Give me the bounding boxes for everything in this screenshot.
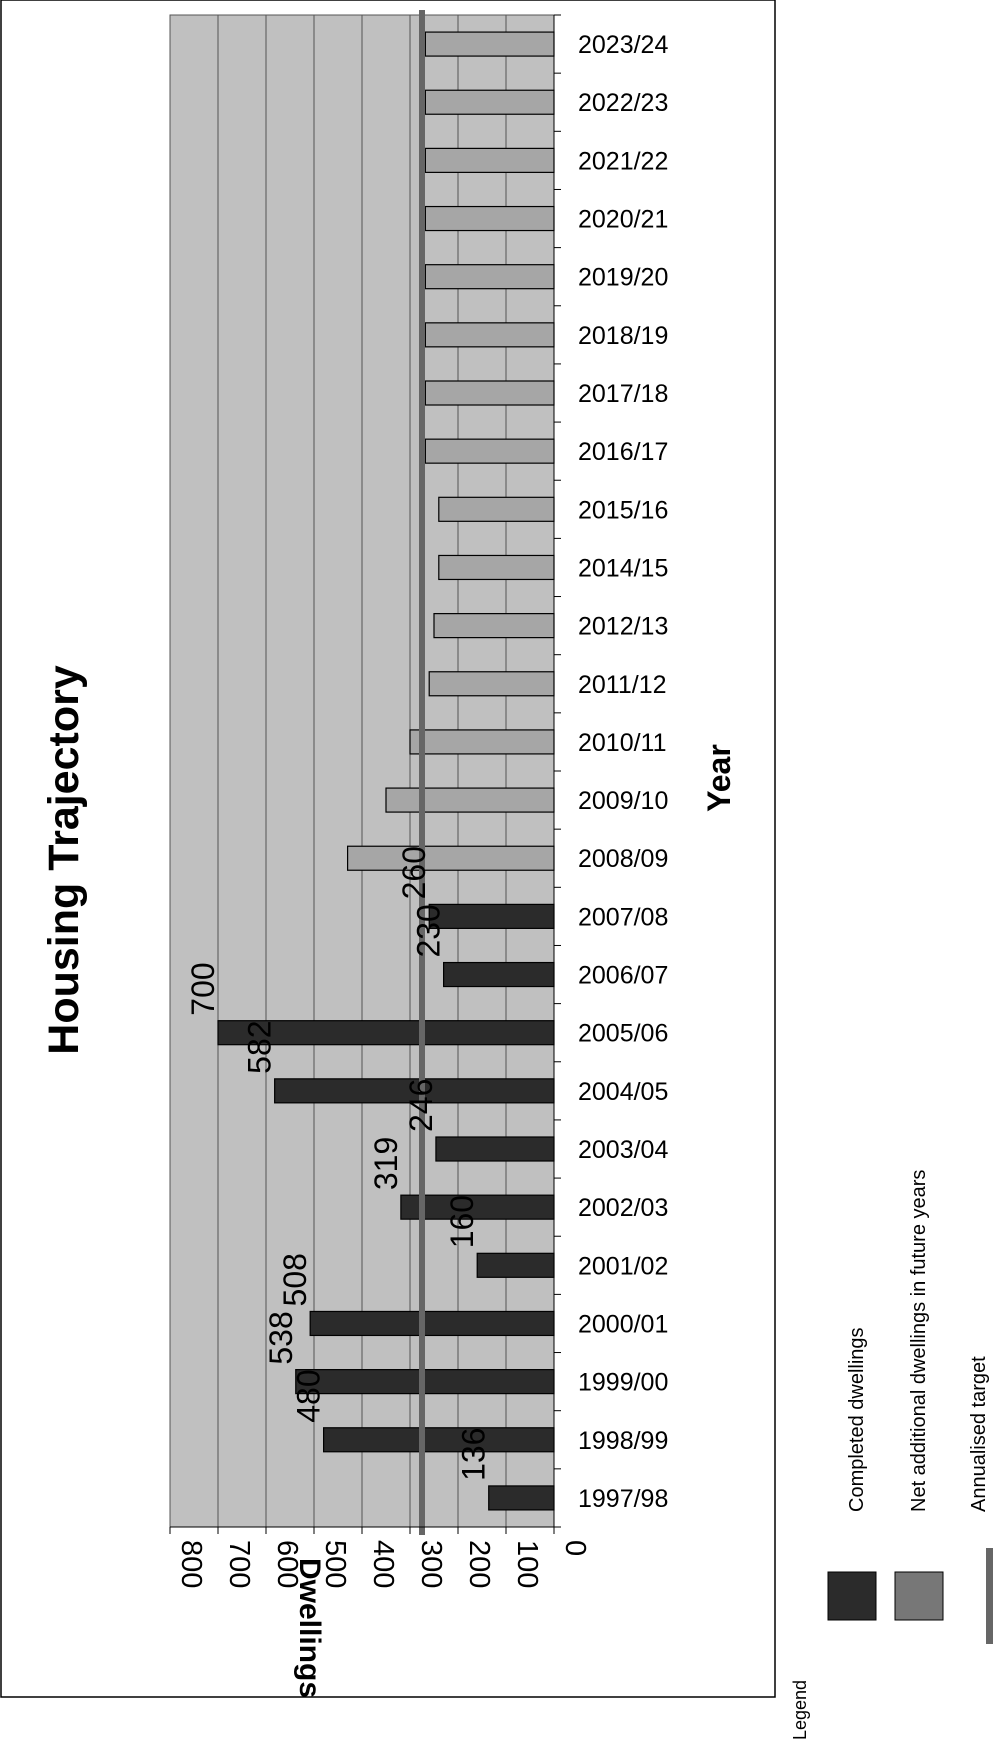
category-tick-label: 2004/05 <box>578 1078 668 1106</box>
data-label: 246 <box>403 1079 439 1132</box>
data-label: 538 <box>263 1311 299 1364</box>
category-tick-label: 2006/07 <box>578 962 668 990</box>
completed-bar <box>400 1194 555 1220</box>
value-tick-label: 600 <box>271 1540 303 1588</box>
value-tick-label: 500 <box>319 1540 351 1588</box>
data-label: 508 <box>277 1253 313 1306</box>
value-tick-label: 400 <box>367 1540 399 1588</box>
chart-title: Housing Trajectory <box>40 665 88 1055</box>
category-tick-label: 2012/13 <box>578 613 668 641</box>
category-tick-label: 2010/11 <box>578 729 667 757</box>
category-tick-labels: 1997/98 1998/99 1999/00 2000/01 2001/02 2002/… <box>578 31 668 1513</box>
future-bar <box>424 322 555 348</box>
category-tick-label: 2022/23 <box>578 89 668 117</box>
completed-bar <box>274 1078 555 1104</box>
category-tick-label: 2003/04 <box>578 1136 668 1164</box>
axes <box>170 15 555 1528</box>
value-tick-label: 0 <box>559 1540 591 1556</box>
category-tick-label: 2021/22 <box>578 147 668 175</box>
data-label: 700 <box>185 962 221 1015</box>
future-bar <box>424 147 555 173</box>
completed-bar <box>428 903 555 929</box>
category-tick-label: 2000/01 <box>578 1310 668 1338</box>
category-tick-label: 2007/08 <box>578 903 668 931</box>
category-tick-label: 1997/98 <box>578 1485 668 1513</box>
value-tick-label: 300 <box>415 1540 447 1588</box>
data-label: 480 <box>291 1369 327 1422</box>
future-bar <box>424 380 555 406</box>
value-tick-label: 200 <box>463 1540 495 1588</box>
data-label: 230 <box>411 904 447 957</box>
category-tick-label: 2011/12 <box>578 671 667 699</box>
completed-bar <box>443 961 555 988</box>
category-tick-label: 2017/18 <box>578 380 668 408</box>
data-label: 136 <box>456 1428 492 1481</box>
category-tick-label: 2020/21 <box>578 206 668 234</box>
category-tick-label: 2005/06 <box>578 1020 668 1048</box>
data-labels: 136 480 538 508 160 319 246 582 700 230 260 <box>185 846 492 1481</box>
future-bar <box>409 729 555 755</box>
data-label: 319 <box>368 1137 404 1190</box>
completed-bar <box>309 1310 555 1337</box>
category-tick-label: 2015/16 <box>578 496 668 524</box>
completed-bar <box>476 1252 555 1278</box>
future-series <box>347 31 555 871</box>
value-tick-label: 800 <box>175 1540 207 1588</box>
category-tick-label: 2008/09 <box>578 845 668 873</box>
category-tick-label: 1999/00 <box>578 1369 668 1397</box>
legend: Legend Completed dwellings Net additiona… <box>790 1170 993 1740</box>
legend-title: Legend <box>790 1680 810 1740</box>
future-bar <box>438 554 555 581</box>
category-tick-label: 2001/02 <box>578 1252 668 1280</box>
legend-entry-target: Annualised target <box>968 1356 990 1512</box>
future-bar <box>347 845 555 871</box>
future-bar <box>424 31 555 57</box>
legend-swatch-future <box>894 1571 944 1621</box>
category-tick-label: 2019/20 <box>578 264 668 292</box>
completed-bar <box>323 1427 555 1453</box>
data-label: 260 <box>396 846 432 899</box>
y-axis-title: Dwellings <box>293 1558 326 1698</box>
future-bar <box>438 496 555 522</box>
value-tick-label: 700 <box>223 1540 255 1588</box>
category-tick-label: 2009/10 <box>578 787 668 815</box>
completed-bar <box>488 1485 555 1511</box>
data-label: 582 <box>242 1020 278 1073</box>
legend-swatch-target <box>986 1548 993 1644</box>
x-axis-title: Year <box>701 744 737 812</box>
future-bar <box>424 438 555 464</box>
future-bar <box>385 787 555 813</box>
future-bar <box>424 264 555 290</box>
legend-entry-future: Net additional dwellings in future years <box>908 1170 930 1512</box>
legend-entry-completed: Completed dwellings <box>846 1327 868 1512</box>
category-tick-label: 2018/19 <box>578 322 668 350</box>
category-tick-label: 2014/15 <box>578 554 668 582</box>
category-tick-label: 2016/17 <box>578 438 668 466</box>
data-label: 160 <box>444 1195 480 1248</box>
future-bar <box>424 89 555 115</box>
future-bar <box>433 613 555 639</box>
completed-bar <box>435 1136 555 1162</box>
completed-series <box>217 903 555 1511</box>
category-tick-label: 2002/03 <box>578 1194 668 1222</box>
legend-swatch-completed <box>827 1571 877 1621</box>
value-tick-labels: 0 100 200 300 400 500 600 700 800 <box>175 1540 591 1588</box>
future-bar <box>424 205 555 232</box>
category-tick-label: 1998/99 <box>578 1427 668 1455</box>
future-bar <box>428 671 555 697</box>
category-tick-label: 2023/24 <box>578 31 668 59</box>
value-tick-label: 100 <box>511 1540 543 1588</box>
